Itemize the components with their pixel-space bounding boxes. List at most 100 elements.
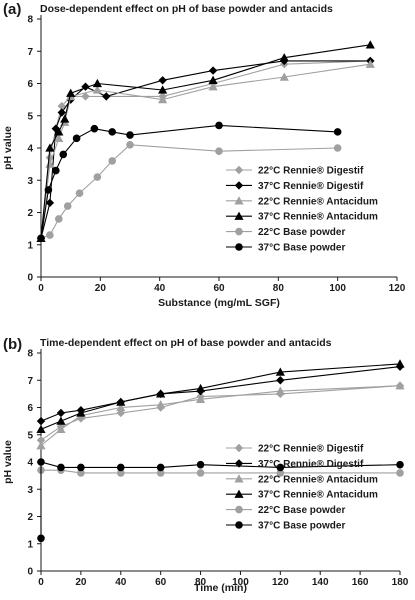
x-tick-label: 20 xyxy=(75,577,87,588)
data-point xyxy=(77,463,85,472)
data-point xyxy=(92,78,102,88)
legend-label: 22°C Rennie® Digestif xyxy=(258,444,364,455)
data-point xyxy=(56,424,66,433)
legend-label: 37°C Base powder xyxy=(258,243,345,254)
data-point xyxy=(55,215,63,223)
x-tick-label: 140 xyxy=(312,577,329,588)
data-point xyxy=(158,76,167,85)
data-point xyxy=(158,85,168,94)
panel-b: (b) Time-dependent effect on pH of base p… xyxy=(2,336,409,594)
legend-label: 37°C Rennie® Digestif xyxy=(258,459,364,470)
data-point xyxy=(116,402,126,412)
data-point xyxy=(215,147,223,156)
x-axis-label: Time (min) xyxy=(194,582,247,594)
data-point xyxy=(46,231,54,239)
data-point xyxy=(72,134,81,143)
data-point xyxy=(66,88,76,97)
legend-marker xyxy=(235,243,243,251)
series-line xyxy=(40,63,371,239)
data-point xyxy=(57,101,66,111)
data-point xyxy=(63,202,72,210)
data-point xyxy=(156,469,165,477)
legend-marker xyxy=(234,165,244,175)
data-point xyxy=(51,124,61,133)
panel-letter: (b) xyxy=(3,336,22,353)
y-axis-label: pH value xyxy=(2,440,14,484)
x-tick-label: 0 xyxy=(38,283,44,294)
x-tick-label: 0 xyxy=(38,577,44,588)
y-tick-label: 5 xyxy=(27,430,33,441)
data-point xyxy=(333,128,342,136)
series-group xyxy=(37,121,342,243)
legend-marker xyxy=(234,474,244,483)
data-point xyxy=(276,469,285,477)
x-tick-label: 20 xyxy=(95,283,107,294)
data-point xyxy=(81,82,90,91)
series-line xyxy=(40,124,338,239)
data-point xyxy=(59,150,68,159)
y-tick-label: 1 xyxy=(27,539,33,550)
data-point xyxy=(279,53,289,62)
data-point xyxy=(195,383,206,393)
y-tick-label: 7 xyxy=(27,376,33,387)
data-point xyxy=(36,424,46,433)
y-tick-label: 1 xyxy=(27,240,33,251)
y-tick-label: 4 xyxy=(27,144,33,155)
y-tick-label: 4 xyxy=(27,458,33,469)
series-line xyxy=(40,385,401,441)
y-tick-label: 0 xyxy=(27,273,33,284)
data-point xyxy=(36,436,46,445)
data-point xyxy=(396,469,404,477)
data-point xyxy=(60,114,70,123)
data-point xyxy=(81,92,90,101)
data-point xyxy=(52,166,60,175)
data-point xyxy=(365,40,375,49)
data-point xyxy=(116,463,125,472)
x-tick-label: 80 xyxy=(273,283,285,294)
x-axis-label: Substance (mg/mL SGF) xyxy=(158,297,280,309)
data-point xyxy=(75,189,84,197)
data-point xyxy=(156,463,165,472)
legend: 22°C Rennie® Digestif 37°C Rennie® Digest… xyxy=(226,444,378,532)
data-point xyxy=(275,386,285,395)
x-tick-label: 180 xyxy=(392,577,409,588)
panel-letter: (a) xyxy=(3,1,21,18)
data-point xyxy=(126,131,134,139)
data-point xyxy=(108,157,116,165)
data-point xyxy=(208,66,218,75)
legend-marker xyxy=(235,227,243,236)
data-point xyxy=(45,198,55,208)
data-point xyxy=(156,389,166,398)
legend-label: 37°C Rennie® Antacidum xyxy=(258,212,378,223)
x-tick-label: 120 xyxy=(389,283,406,294)
data-point xyxy=(158,95,168,104)
data-point xyxy=(116,397,126,406)
data-point xyxy=(276,376,285,385)
data-point xyxy=(196,460,205,469)
legend-marker xyxy=(234,211,244,220)
y-tick-label: 0 xyxy=(27,567,33,578)
chart-title: Dose-dependent effect on pH of base powd… xyxy=(40,3,333,15)
series-group xyxy=(37,458,404,543)
x-tick-label: 100 xyxy=(329,283,346,294)
x-tick-label: 100 xyxy=(232,577,249,588)
y-tick-label: 3 xyxy=(27,485,33,496)
x-tick-label: 60 xyxy=(155,577,167,588)
x-tick-label: 120 xyxy=(272,577,289,588)
data-point xyxy=(208,82,218,91)
y-tick-label: 2 xyxy=(27,208,33,219)
y-axis-label: pH value xyxy=(2,126,14,170)
data-point xyxy=(126,140,134,149)
legend-label: 22°C Rennie® Digestif xyxy=(258,166,364,177)
y-tick-label: 2 xyxy=(27,512,33,523)
series-group xyxy=(36,359,405,433)
series-group xyxy=(37,466,404,477)
data-point xyxy=(215,121,223,130)
y-tick-label: 6 xyxy=(27,79,33,90)
legend-marker xyxy=(235,505,243,514)
data-point xyxy=(37,458,45,466)
series-group xyxy=(36,381,405,450)
legend-label: 22°C Base powder xyxy=(258,505,345,516)
data-point xyxy=(37,534,45,543)
